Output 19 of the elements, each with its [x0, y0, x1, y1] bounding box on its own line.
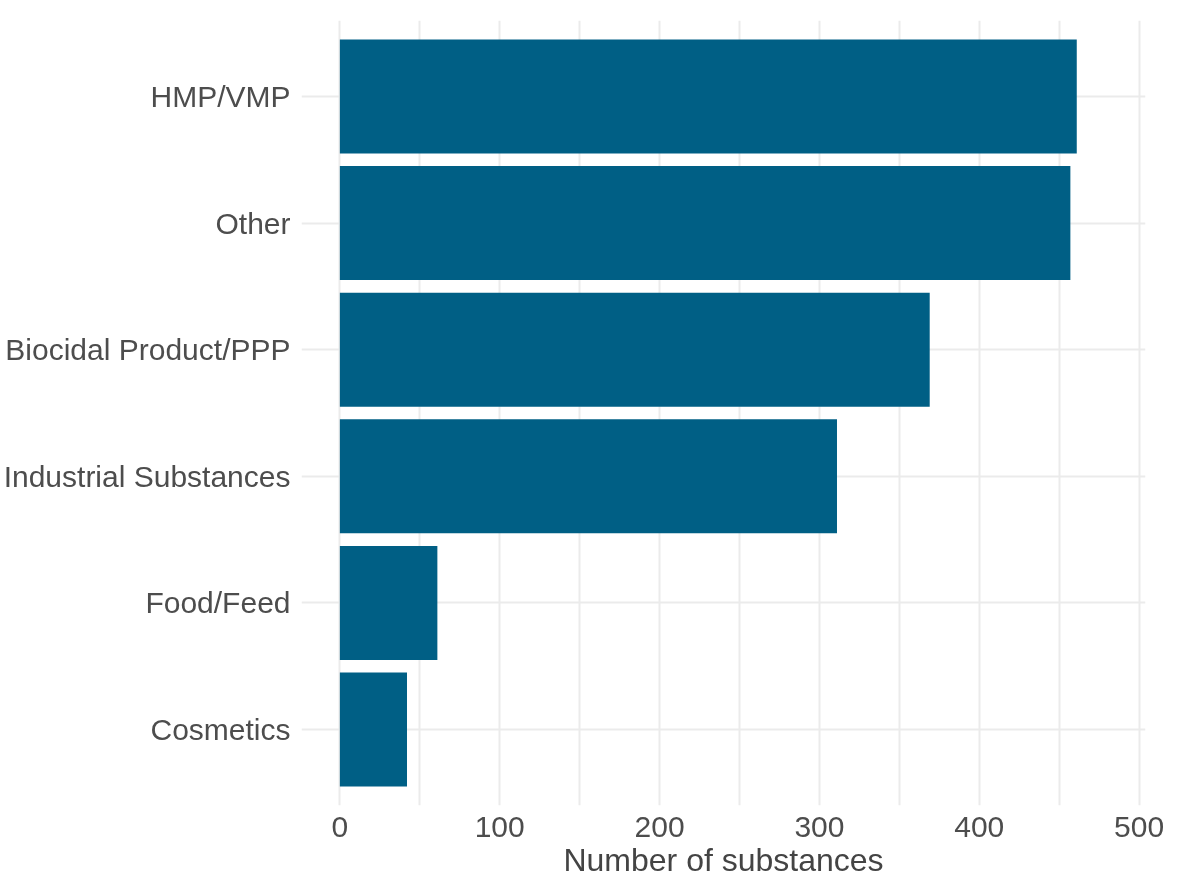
y-tick-label: Biocidal Product/PPP	[5, 333, 291, 367]
x-tick-label: 0	[331, 809, 349, 843]
y-tick-label: HMP/VMP	[150, 79, 291, 113]
x-axis-title: Number of substances	[563, 841, 884, 878]
y-tick-label: Industrial Substances	[3, 459, 291, 493]
bar	[339, 545, 438, 660]
x-tick-label: 500	[1114, 809, 1165, 843]
x-tick-label: 100	[474, 809, 525, 843]
bar	[339, 292, 930, 407]
bar	[339, 419, 837, 534]
bar	[339, 39, 1077, 154]
y-tick-label: Food/Feed	[145, 586, 291, 620]
x-tick-label: 300	[794, 809, 845, 843]
x-tick-label: 200	[634, 809, 685, 843]
y-tick-label: Cosmetics	[150, 713, 291, 747]
y-tick-label: Other	[215, 206, 291, 240]
bar	[339, 166, 1071, 281]
x-tick-label: 400	[954, 809, 1005, 843]
bar	[339, 672, 407, 787]
